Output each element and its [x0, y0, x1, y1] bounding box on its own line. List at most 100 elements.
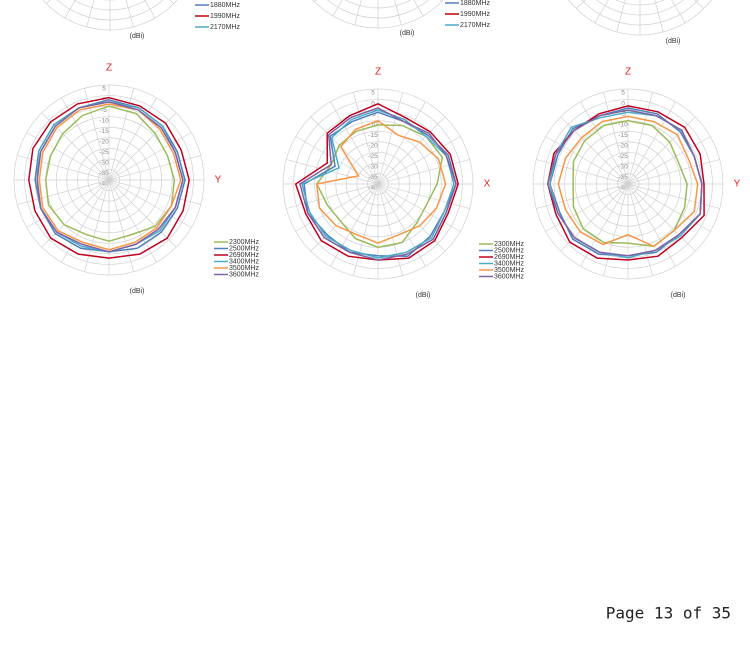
- r-tick-label: -20: [618, 142, 628, 149]
- r-tick-label: -40: [368, 185, 378, 192]
- r-tick-label: 0: [621, 100, 625, 107]
- grid-spoke: [64, 0, 76, 19]
- pattern-curve: [36, 101, 184, 253]
- axis-label-top: Z: [625, 67, 631, 78]
- grid-spoke: [377, 159, 470, 185]
- grid-spoke: [144, 0, 156, 19]
- grid-spoke: [545, 136, 629, 185]
- pattern-curve: [301, 109, 455, 259]
- grid-spoke: [671, 0, 686, 24]
- r-tick-label: 5: [371, 90, 375, 97]
- grid-spoke: [286, 159, 379, 185]
- r-tick-label: 0: [102, 96, 106, 103]
- legend-label: 3600MHz: [494, 273, 524, 280]
- legend-label: 1880MHz: [460, 0, 490, 7]
- legend-label: 1990MHz: [210, 13, 240, 20]
- grid-spoke: [332, 0, 343, 17]
- legend-label: 3400MHz: [229, 258, 259, 265]
- axis-label-top: Z: [106, 63, 112, 74]
- pattern-curve: [315, 119, 447, 244]
- legend-label: 2500MHz: [494, 247, 524, 254]
- legend-label: 1990MHz: [460, 11, 490, 18]
- legend-label: 3500MHz: [494, 267, 524, 274]
- r-tick-label: -40: [99, 181, 109, 188]
- grid-spoke: [17, 155, 110, 181]
- grid-spoke: [84, 179, 110, 272]
- pattern-curve: [557, 115, 699, 248]
- grid-spoke: [627, 101, 676, 185]
- r-tick-label: -10: [368, 121, 378, 128]
- grid-spoke: [627, 159, 720, 185]
- grid-spoke: [377, 92, 403, 185]
- r-tick-label: -40: [618, 185, 628, 192]
- axis-label-right: Y: [734, 179, 741, 190]
- r-tick-label: -15: [99, 128, 109, 135]
- grid-spoke: [377, 116, 446, 185]
- r-tick-label: -20: [368, 142, 378, 149]
- unit-label: (dBi): [416, 292, 431, 299]
- legend-label: 1880MHz: [210, 2, 240, 9]
- grid-spoke: [394, 0, 402, 26]
- grid-spoke: [377, 101, 426, 185]
- grid-spoke: [353, 92, 379, 185]
- grid-spoke: [377, 183, 446, 252]
- grid-spoke: [413, 0, 424, 17]
- axis-label-right: Y: [215, 175, 222, 186]
- unit-label: (dBi): [400, 30, 415, 37]
- grid-spoke: [169, 0, 174, 4]
- axis-label-top: Z: [375, 67, 381, 78]
- grid-spoke: [353, 183, 379, 276]
- unit-label: (dBi): [666, 38, 681, 45]
- grid-spoke: [330, 183, 379, 267]
- r-tick-label: 5: [621, 90, 625, 97]
- grid-spoke: [545, 183, 629, 232]
- grid-spoke: [627, 92, 653, 185]
- grid-spoke: [108, 112, 177, 181]
- r-tick-label: -15: [368, 132, 378, 139]
- legend-label: 2500MHz: [229, 245, 259, 252]
- r-tick-label: -35: [99, 170, 109, 177]
- grid-spoke: [108, 179, 177, 248]
- r-tick-label: -5: [101, 107, 107, 114]
- pattern-curve: [299, 107, 457, 261]
- legend-label: 2690MHz: [229, 252, 259, 259]
- grid-spoke: [310, 183, 379, 252]
- grid-spoke: [46, 0, 51, 4]
- grid-spoke: [26, 132, 110, 181]
- pattern-curve: [547, 109, 703, 257]
- r-tick-label: 0: [371, 100, 375, 107]
- grid-spoke: [61, 97, 110, 181]
- pattern-curve: [572, 119, 688, 248]
- legend-label: 2690MHz: [494, 254, 524, 261]
- legend-label: 2170MHz: [460, 22, 490, 29]
- legend-label: 2170MHz: [210, 24, 240, 31]
- r-tick-label: -15: [618, 132, 628, 139]
- grid-spoke: [627, 116, 696, 185]
- grid-spoke: [627, 183, 696, 252]
- unit-label: (dBi): [130, 33, 145, 40]
- legend-label: 3600MHz: [229, 271, 259, 278]
- r-tick-label: 5: [102, 86, 106, 93]
- legend-label: 2300MHz: [494, 241, 524, 248]
- grid-spoke: [603, 92, 629, 185]
- unit-label: (dBi): [130, 288, 145, 295]
- pattern-curve: [44, 105, 176, 242]
- legend-label: 3500MHz: [229, 265, 259, 272]
- pattern-curve: [28, 96, 190, 259]
- grid-spoke: [108, 179, 134, 272]
- grid-spoke: [627, 183, 676, 267]
- r-tick-label: -35: [618, 174, 628, 181]
- grid-spoke: [108, 132, 192, 181]
- grid-spoke: [286, 183, 379, 209]
- grid-spoke: [377, 183, 470, 209]
- grid-spoke: [41, 112, 110, 181]
- grid-spoke: [603, 183, 629, 276]
- grid-spoke: [560, 183, 629, 252]
- grid-spoke: [594, 0, 609, 24]
- grid-spoke: [654, 0, 664, 33]
- grid-spoke: [354, 0, 362, 26]
- grid-spoke: [560, 116, 629, 185]
- r-tick-label: -25: [368, 153, 378, 160]
